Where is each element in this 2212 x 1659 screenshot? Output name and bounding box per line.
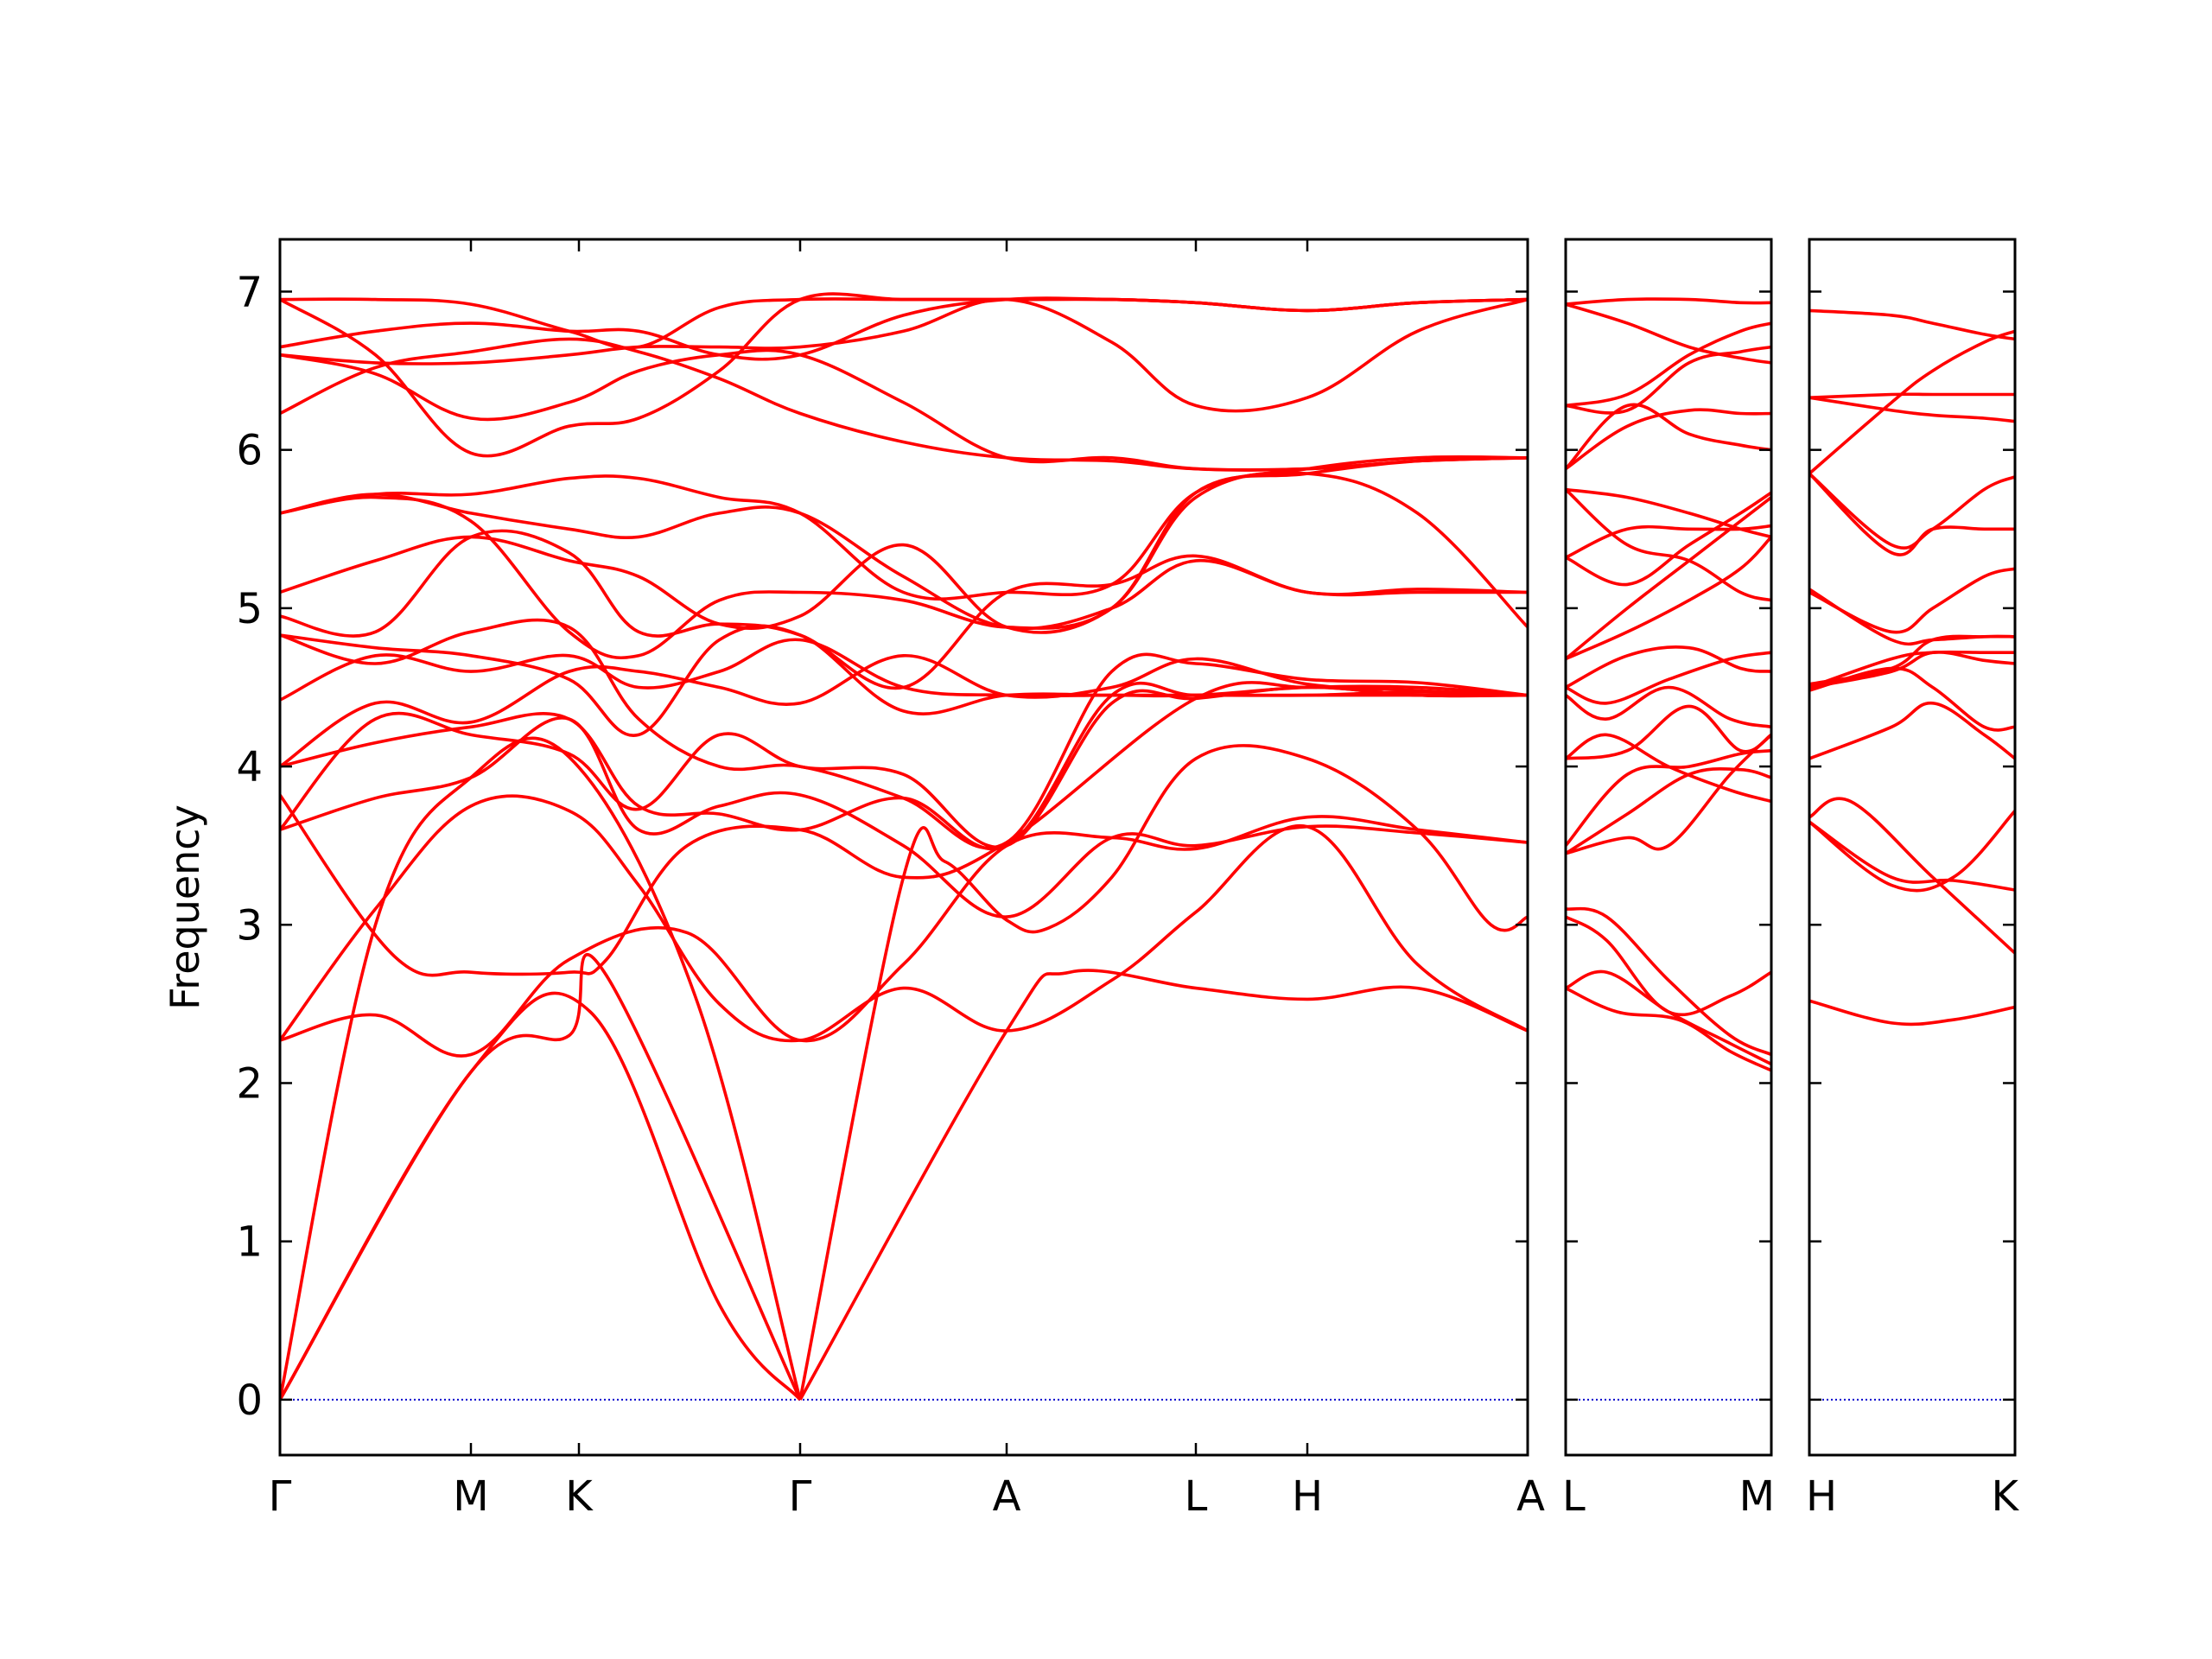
band-line [1566, 487, 1771, 539]
band-line [1809, 567, 2015, 634]
x-tick-label: L [1185, 1472, 1208, 1521]
y-tick-label: 4 [236, 743, 263, 791]
band-line [280, 716, 1528, 918]
x-tick-label: A [993, 1472, 1021, 1521]
band-line [1809, 472, 2015, 550]
band-line [1566, 685, 1771, 729]
x-tick-label: K [1992, 1472, 2020, 1521]
band-line [1566, 345, 1771, 415]
band-line [1566, 734, 1771, 855]
band-line [1809, 810, 2015, 893]
band-line [1809, 797, 2015, 955]
band-line [280, 653, 1528, 768]
band-line [1809, 999, 2015, 1027]
band-line [1566, 766, 1771, 855]
band-line [280, 296, 1528, 361]
x-tick-label: K [565, 1472, 594, 1521]
band-line [280, 953, 802, 1401]
band-line [1809, 308, 2015, 341]
y-tick-label: 2 [236, 1059, 263, 1108]
band-line [1809, 472, 2015, 556]
band-line [1566, 408, 1771, 471]
band-line [1566, 488, 1771, 602]
x-tick-label: M [1739, 1472, 1775, 1521]
band-line [1809, 392, 2015, 399]
band-line [1566, 321, 1771, 408]
band-line [280, 638, 1528, 702]
panel-main: 0 1 2 3 4 5 6 7 Γ M K Γ A L H A [236, 238, 1545, 1521]
x-tick-label: Γ [269, 1472, 292, 1521]
band-line [280, 991, 802, 1402]
band-line [280, 736, 802, 1401]
y-tick-label: 1 [236, 1218, 263, 1267]
band-line [280, 681, 1528, 851]
band-line [280, 471, 1528, 634]
panel-frame [278, 238, 1529, 1457]
x-tick-label: H [1806, 1472, 1837, 1521]
band-line [280, 624, 1528, 737]
band-line [1566, 651, 1771, 705]
band-line [280, 815, 1528, 1058]
x-tick-label: Γ [789, 1472, 812, 1521]
band-line [1566, 906, 1771, 1057]
panel-frame [1564, 238, 1773, 1457]
y-tick-label: 6 [236, 427, 263, 475]
band-line [1566, 524, 1771, 559]
band-line [1566, 645, 1771, 690]
band-line [1566, 704, 1771, 760]
band-line [1566, 986, 1771, 1072]
band-line [280, 348, 1528, 472]
x-tick-label: L [1562, 1472, 1586, 1521]
band-line [1566, 536, 1771, 661]
band-line [1566, 297, 1771, 306]
band-line [1809, 588, 2015, 646]
band-line [280, 618, 1528, 850]
band-line [280, 297, 1528, 350]
x-tick-label: M [453, 1472, 488, 1521]
band-line [280, 529, 1528, 690]
band-line [1566, 496, 1771, 660]
x-tick-label: H [1292, 1472, 1323, 1521]
band-line [798, 969, 1528, 1401]
band-line [1566, 733, 1771, 804]
band-line [280, 297, 1528, 413]
band-line [280, 493, 1528, 631]
x-tick-label: A [1516, 1472, 1545, 1521]
band-line [1566, 403, 1771, 470]
band-line [1809, 396, 2015, 423]
band-line [1566, 302, 1771, 365]
band-line [1809, 820, 2015, 892]
band-line [798, 744, 1528, 1401]
y-tick-label: 3 [236, 901, 263, 950]
band-line [1566, 491, 1771, 587]
y-tick-label: 5 [236, 585, 263, 633]
band-line [280, 794, 1528, 1043]
y-tick-label: 0 [236, 1376, 263, 1425]
y-axis-label: Frequency [162, 804, 208, 1010]
y-tick-label: 7 [236, 268, 263, 316]
band-line [280, 456, 1528, 659]
band-line [1809, 701, 2015, 760]
band-line [1566, 915, 1771, 1017]
band-line [1809, 329, 2015, 475]
panel-frame [1808, 238, 2017, 1457]
band-line [280, 292, 1528, 458]
band-line [1809, 651, 2015, 690]
